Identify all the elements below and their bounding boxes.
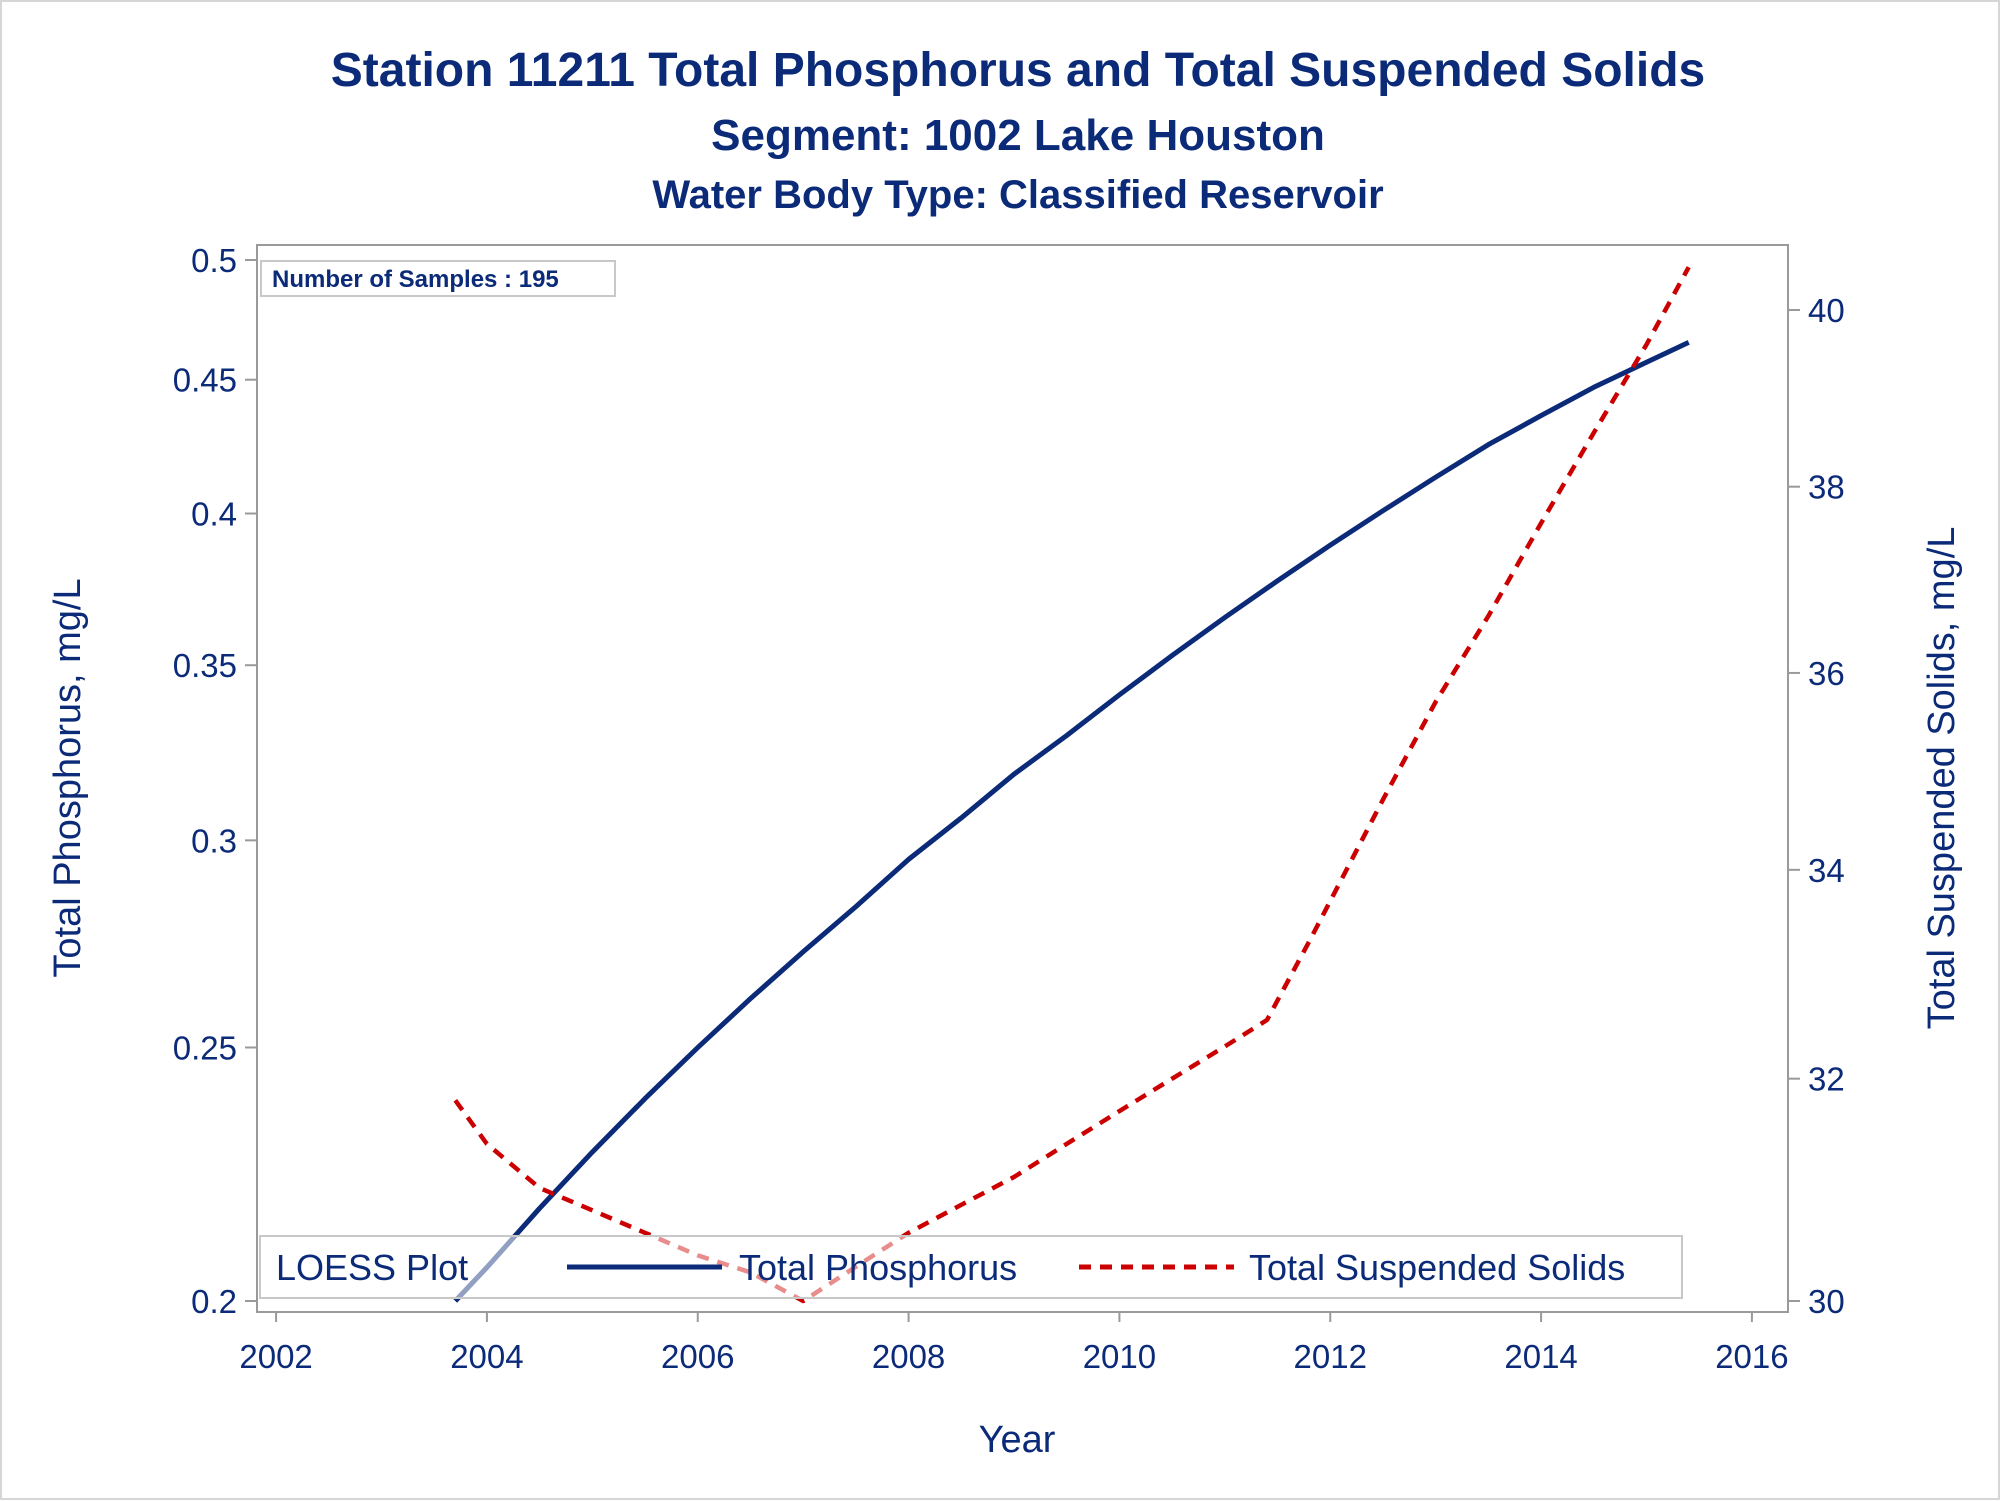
series-line-total-phosphorus: [453, 340, 1690, 1303]
x-tick-label: 2010: [1083, 1338, 1156, 1375]
series-line-total-suspended-solids: [453, 266, 1691, 1304]
legend-title: LOESS Plot: [276, 1247, 468, 1288]
y-right-tick-label: 40: [1808, 292, 1845, 329]
x-tick-label: 2014: [1504, 1338, 1577, 1375]
legend-label-total-phosphorus: Total Phosphorus: [739, 1247, 1017, 1288]
x-tick-label: 2008: [872, 1338, 945, 1375]
x-axis: 2002 2004 2006 2008 2010 2012 2014 2016: [239, 1312, 1789, 1375]
y-left-axis: 0.2 0.25 0.3 0.35 0.4 0.45 0.5: [173, 242, 257, 1320]
y-left-tick-label: 0.45: [173, 362, 237, 399]
sample-count-inset: Number of Samples : 195: [260, 260, 616, 297]
y-right-tick-label: 32: [1808, 1061, 1845, 1098]
plot-area: [256, 244, 1789, 1313]
x-tick-label: 2016: [1715, 1338, 1788, 1375]
chart-subtitle-segment: Segment: 1002 Lake Houston: [711, 111, 1325, 160]
legend-label-total-suspended-solids: Total Suspended Solids: [1249, 1247, 1625, 1288]
y-left-tick-label: 0.2: [191, 1283, 237, 1320]
y-right-axis-label: Total Suspended Solids, mg/L: [1921, 527, 1963, 1030]
y-right-axis: 30 32 34 36 38 40: [1788, 292, 1845, 1320]
y-left-tick-label: 0.35: [173, 647, 237, 684]
x-axis-label: Year: [979, 1419, 1056, 1461]
sample-count-text: Number of Samples : 195: [272, 266, 559, 293]
y-left-axis-label: Total Phosphorus, mg/L: [47, 578, 89, 977]
x-tick-label: 2004: [450, 1338, 523, 1375]
x-tick-label: 2002: [239, 1338, 312, 1375]
y-right-tick-label: 38: [1808, 469, 1845, 506]
y-left-tick-label: 0.4: [191, 496, 237, 533]
x-tick-label: 2006: [661, 1338, 734, 1375]
chart-subtitle-waterbody: Water Body Type: Classified Reservoir: [652, 173, 1383, 217]
y-right-tick-label: 36: [1808, 655, 1845, 692]
y-left-tick-label: 0.25: [173, 1029, 237, 1066]
y-right-tick-label: 30: [1808, 1283, 1845, 1320]
legend-box: [259, 1235, 1683, 1299]
y-left-tick-label: 0.5: [191, 242, 237, 279]
chart-title: Station 11211 Total Phosphorus and Total…: [331, 44, 1705, 97]
x-tick-label: 2012: [1294, 1338, 1367, 1375]
legend: LOESS Plot Total Phosphorus Total Suspen…: [259, 1235, 1683, 1299]
y-right-tick-label: 34: [1808, 852, 1845, 889]
sample-count-box: [260, 260, 616, 297]
series-layer: [453, 266, 1691, 1304]
y-left-tick-label: 0.3: [191, 822, 237, 859]
